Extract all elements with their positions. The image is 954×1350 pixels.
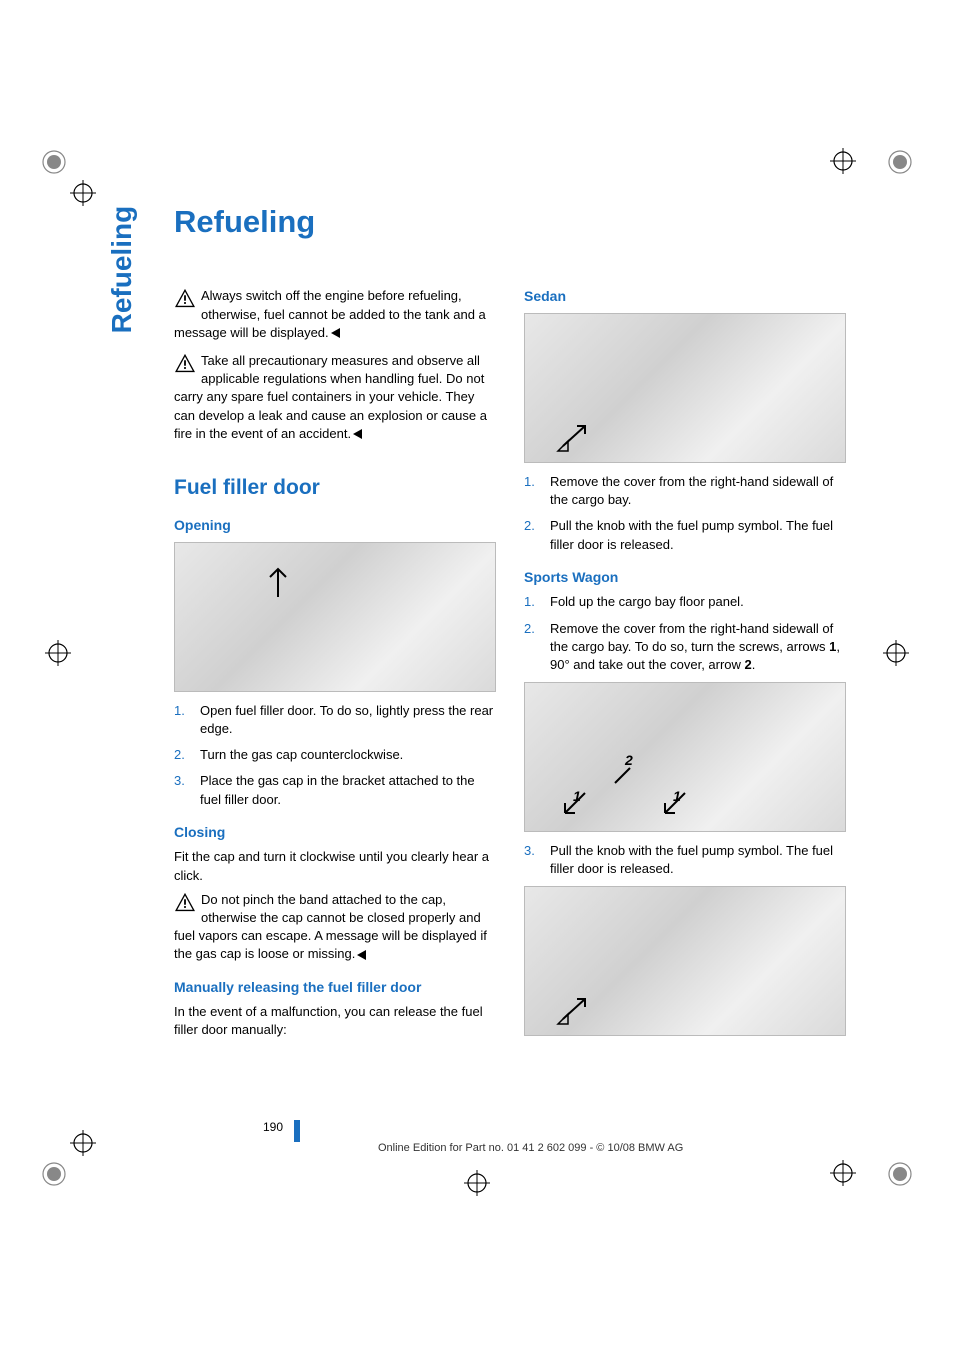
- print-mark-donut: [886, 148, 914, 176]
- steps-list: Fold up the cargo bay floor panel. Remov…: [524, 593, 846, 674]
- step-item: Pull the knob with the fuel pump symbol.…: [524, 842, 846, 878]
- warning-text: Always switch off the engine before refu…: [174, 288, 486, 339]
- step-text: Remove the cover from the right-hand sid…: [550, 621, 833, 654]
- warning-block: Always switch off the engine before refu…: [174, 287, 496, 342]
- steps-list: Pull the knob with the fuel pump symbol.…: [524, 842, 846, 878]
- print-mark-crosshair: [70, 1130, 96, 1156]
- warning-icon: [174, 288, 196, 308]
- subsection-heading: Opening: [174, 516, 496, 536]
- side-tab: Refueling: [102, 200, 142, 365]
- svg-text:1: 1: [673, 788, 681, 804]
- step-item: Turn the gas cap counterclockwise.: [174, 746, 496, 764]
- steps-list: Open fuel filler door. To do so, lightly…: [174, 702, 496, 809]
- print-mark-donut: [886, 1160, 914, 1188]
- subsection-heading: Closing: [174, 823, 496, 843]
- end-mark-icon: [331, 328, 340, 338]
- arrow-ref: 2: [745, 657, 752, 672]
- warning-icon: [174, 353, 196, 373]
- body-text: In the event of a malfunction, you can r…: [174, 1003, 496, 1039]
- steps-list: Remove the cover from the right-hand sid…: [524, 473, 846, 554]
- step-item: Remove the cover from the right-hand sid…: [524, 473, 846, 509]
- step-item: Remove the cover from the right-hand sid…: [524, 620, 846, 675]
- step-text: .: [752, 657, 756, 672]
- step-item: Fold up the cargo bay floor panel.: [524, 593, 846, 611]
- print-mark-donut: [40, 148, 68, 176]
- print-mark-crosshair: [830, 148, 856, 174]
- end-mark-icon: [357, 950, 366, 960]
- section-heading: Fuel filler door: [174, 473, 496, 502]
- print-mark-crosshair: [45, 640, 71, 666]
- warning-block: Take all precautionary measures and obse…: [174, 352, 496, 443]
- print-mark-donut: [40, 1160, 68, 1188]
- figure-sedan-release: [524, 313, 846, 463]
- page-title: Refueling: [174, 200, 846, 243]
- svg-text:2: 2: [624, 753, 633, 768]
- column-right: Sedan Remove the cover from the right-ha…: [524, 287, 846, 1046]
- warning-block: Do not pinch the band attached to the ca…: [174, 891, 496, 964]
- footer-text: Online Edition for Part no. 01 41 2 602 …: [378, 1141, 683, 1156]
- step-item: Pull the knob with the fuel pump symbol.…: [524, 517, 846, 553]
- subsection-heading: Manually releasing the fuel filler door: [174, 978, 496, 998]
- body-text: Fit the cap and turn it clockwise until …: [174, 848, 496, 884]
- end-mark-icon: [353, 429, 362, 439]
- step-item: Place the gas cap in the bracket attache…: [174, 772, 496, 808]
- svg-text:1: 1: [573, 788, 581, 804]
- subsection-heading: Sedan: [524, 287, 846, 307]
- column-left: Always switch off the engine before refu…: [174, 287, 496, 1046]
- print-mark-crosshair: [70, 180, 96, 206]
- print-mark-crosshair: [883, 640, 909, 666]
- print-mark-crosshair: [464, 1170, 490, 1196]
- page-number-bar: [294, 1120, 300, 1142]
- step-item: Open fuel filler door. To do so, lightly…: [174, 702, 496, 738]
- figure-fuel-door-opening: [174, 542, 496, 692]
- figure-wagon-release: [524, 886, 846, 1036]
- warning-text: Take all precautionary measures and obse…: [174, 353, 487, 441]
- page-content: Refueling Refueling Always switch off th…: [108, 200, 846, 1170]
- figure-wagon-cover: 1 1 2: [524, 682, 846, 832]
- side-tab-label: Refueling: [102, 206, 141, 334]
- page-number: 190: [263, 1119, 283, 1136]
- warning-text: Do not pinch the band attached to the ca…: [174, 892, 487, 962]
- subsection-heading: Sports Wagon: [524, 568, 846, 588]
- warning-icon: [174, 892, 196, 912]
